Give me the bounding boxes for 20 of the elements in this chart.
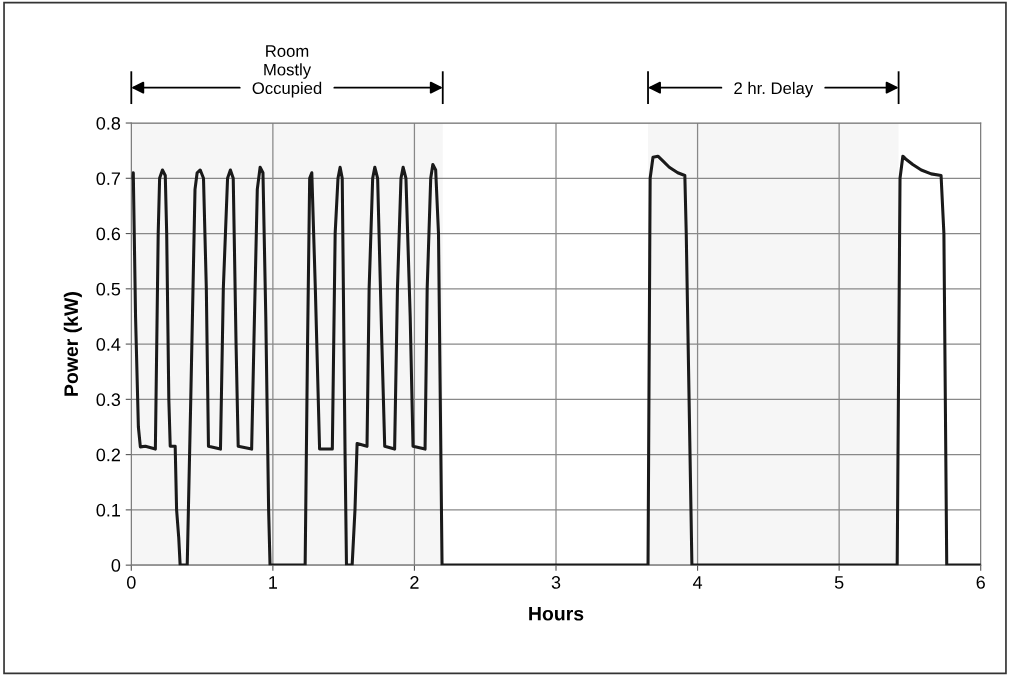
y-tick-label: 0.3 bbox=[96, 393, 121, 407]
y-tick-label: 0.4 bbox=[96, 338, 121, 351]
y-tick-label: 0.5 bbox=[96, 282, 121, 296]
x-axis-title: Hours bbox=[529, 606, 584, 621]
x-tick-label: 1 bbox=[269, 576, 278, 589]
y-tick-label: 0 bbox=[111, 559, 121, 572]
band-label: Room Mostly Occupied bbox=[252, 45, 322, 98]
x-tick-label: 3 bbox=[551, 576, 561, 589]
x-tick-label: 0 bbox=[126, 576, 136, 589]
x-tick-label: 4 bbox=[692, 576, 703, 589]
y-tick-label: 0.8 bbox=[96, 116, 121, 130]
y-tick-label: 0.1 bbox=[96, 503, 120, 517]
band-label: 2 hr. Delay bbox=[734, 81, 814, 98]
y-tick-label: 0.6 bbox=[96, 227, 121, 241]
y-tick-label: 0.7 bbox=[96, 172, 120, 186]
x-tick-label: 5 bbox=[834, 576, 844, 589]
y-axis-title: Power (kW) bbox=[63, 292, 82, 396]
x-tick-label: 2 bbox=[410, 576, 419, 589]
y-tick-label: 0.2 bbox=[96, 448, 120, 462]
x-tick-label: 6 bbox=[976, 576, 985, 589]
